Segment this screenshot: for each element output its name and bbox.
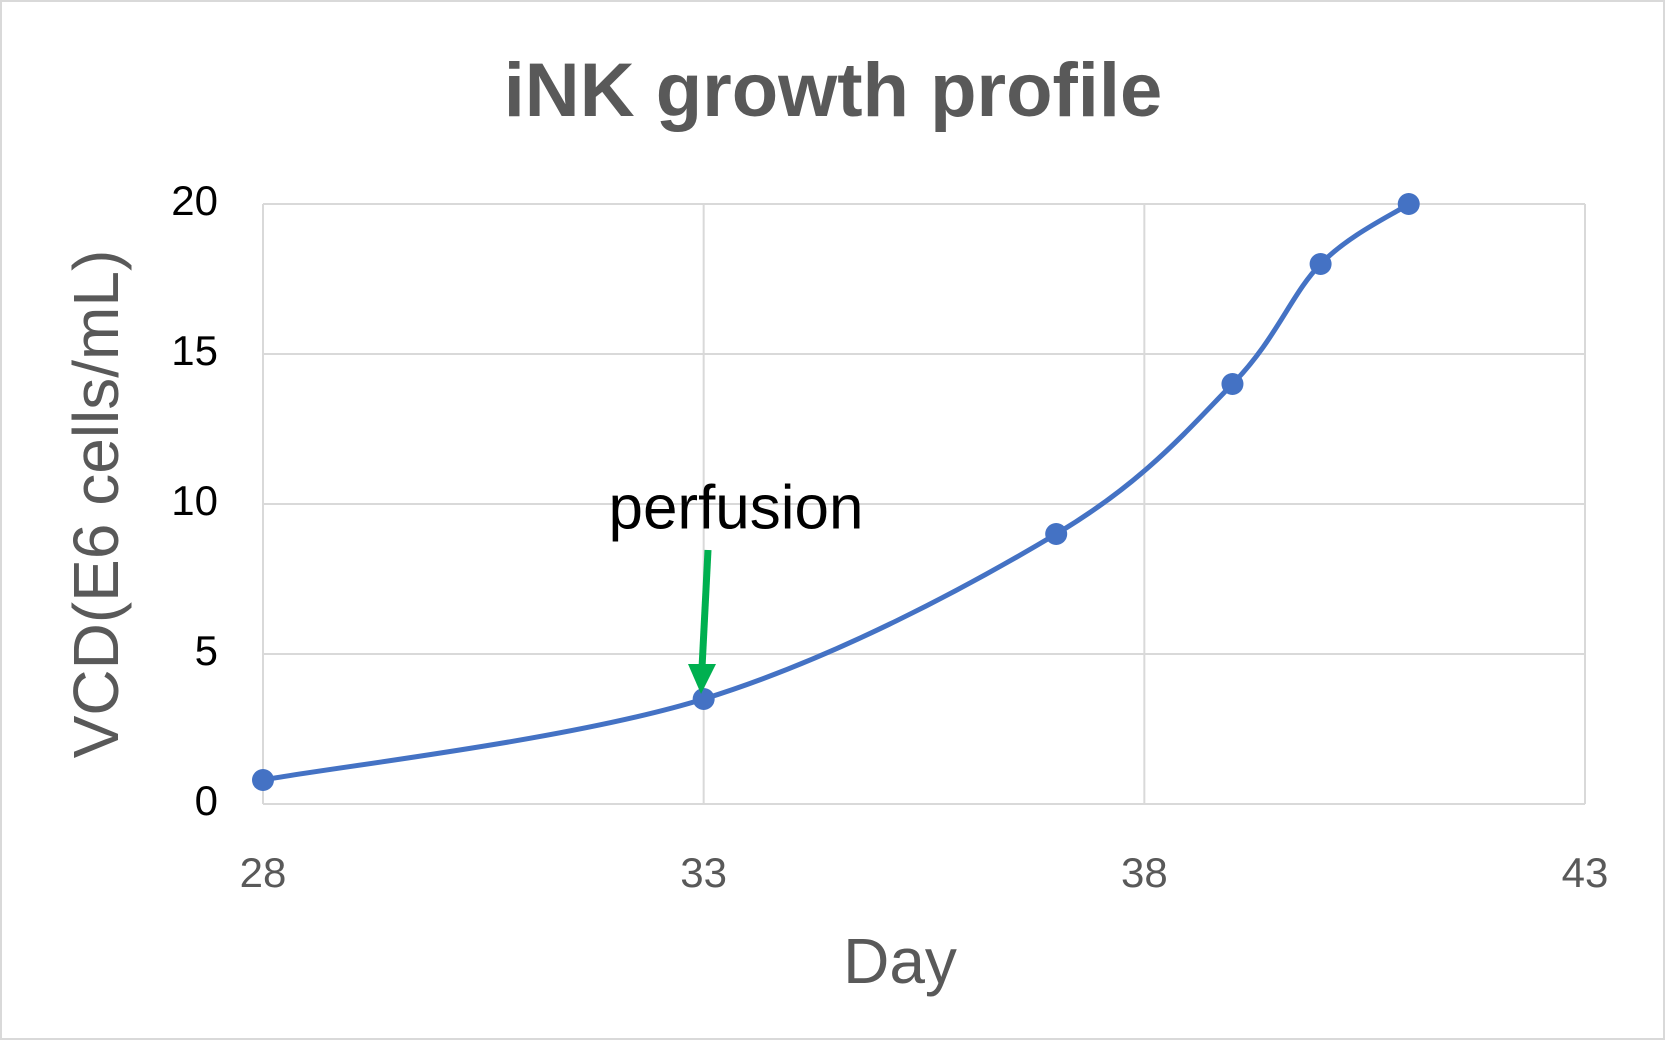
y-tick-label: 0 — [195, 777, 218, 824]
data-point — [1045, 523, 1068, 545]
annotation-arrowhead — [688, 664, 716, 694]
data-point — [692, 688, 715, 710]
y-tick-label: 20 — [171, 177, 218, 224]
x-tick-label: 43 — [1562, 849, 1609, 896]
annotation: perfusion — [608, 473, 863, 542]
y-axis-title: VCD(E6 cells/mL) — [60, 250, 132, 759]
data-point — [1309, 253, 1332, 275]
y-tick-label: 5 — [195, 627, 218, 674]
data-point — [1221, 373, 1244, 395]
plot — [252, 193, 1420, 791]
data-point — [252, 769, 274, 791]
data-point — [1397, 193, 1420, 215]
chart-title: iNK growth profile — [504, 48, 1163, 133]
grid: 0 5 10 15 20 28 33 38 43 — [171, 177, 1608, 896]
y-tick-label: 10 — [171, 477, 218, 524]
x-tick-label: 33 — [680, 849, 727, 896]
x-tick-label: 38 — [1121, 849, 1168, 896]
annotation-arrow — [698, 549, 712, 669]
x-axis-title: Day — [843, 925, 957, 997]
x-tick-label: 28 — [240, 849, 287, 896]
y-tick-label: 15 — [171, 327, 218, 374]
